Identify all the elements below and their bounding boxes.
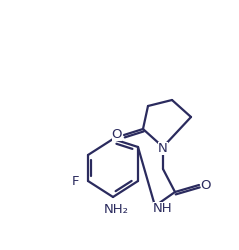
Text: O: O <box>201 179 211 192</box>
Text: NH: NH <box>153 202 173 215</box>
Text: NH₂: NH₂ <box>103 203 129 216</box>
Text: F: F <box>72 175 80 188</box>
Text: N: N <box>158 142 168 155</box>
Text: O: O <box>112 128 122 141</box>
